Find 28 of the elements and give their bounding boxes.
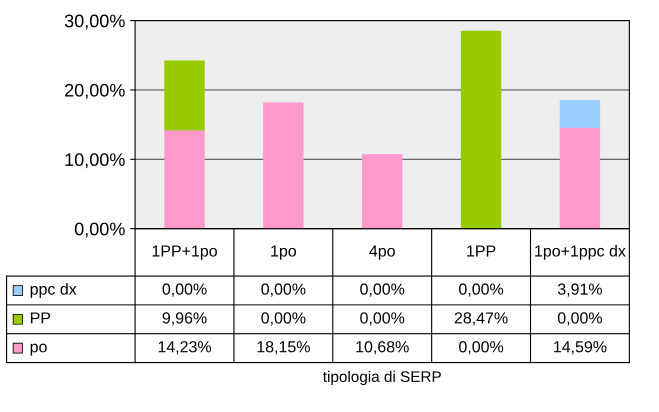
data-label: 14,23%	[158, 341, 212, 354]
data-label: 3,91%	[558, 283, 602, 297]
y-tick-label: 0,00%	[74, 222, 125, 238]
data-label: 0,00%	[459, 283, 504, 297]
data-label: 0,00%	[558, 312, 602, 326]
data-label: 0,00%	[162, 283, 207, 297]
data-label: 0,00%	[261, 312, 306, 326]
y-tick-label: 10,00%	[66, 153, 125, 168]
y-tick-label: 30,00%	[64, 14, 125, 30]
data-label: 0,00%	[261, 283, 306, 297]
data-label: 0,00%	[360, 283, 404, 297]
data-label: 18,15%	[258, 341, 310, 354]
x-tick-label: 1PP+1po	[152, 245, 217, 260]
text: tipologia di SERP	[323, 370, 441, 386]
x-tick-label: 1PP	[467, 245, 496, 256]
data-label: 9,96%	[162, 312, 207, 326]
legend-label: po	[30, 344, 47, 356]
legend-label: ppc dx	[30, 283, 77, 298]
data-label: 0,00%	[459, 341, 504, 354]
x-tick-label: 1po	[271, 245, 296, 260]
y-tick-label: 20,00%	[65, 84, 125, 99]
x-tick-label: 4po	[369, 245, 395, 260]
data-label: 14,59%	[554, 341, 606, 354]
data-label: 0,00%	[360, 312, 404, 326]
legend-label: PP	[30, 312, 50, 324]
x-tick-label: 1po+1ppc dx	[535, 244, 626, 260]
data-label: 28,47%	[454, 312, 508, 326]
data-label: 10,68%	[356, 341, 409, 354]
